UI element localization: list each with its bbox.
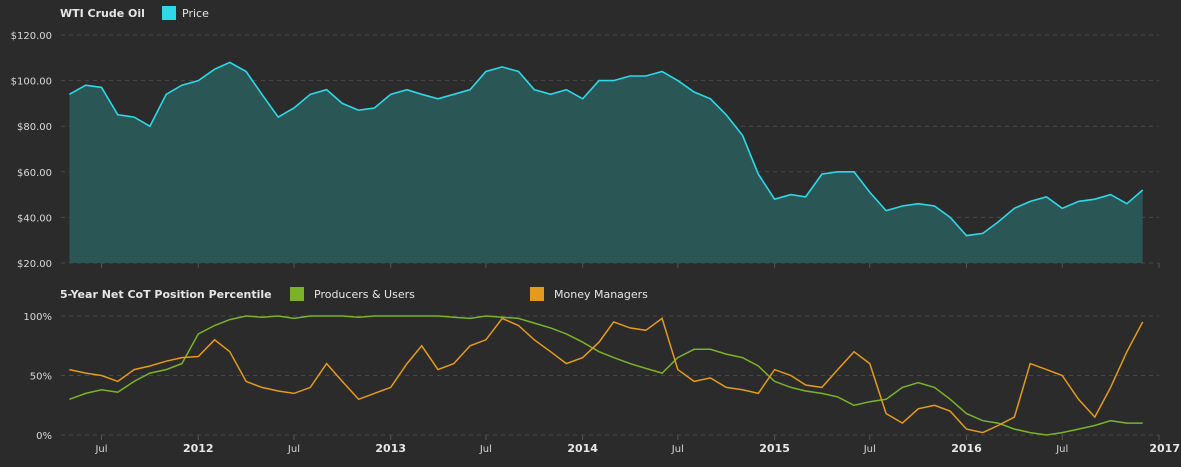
price-y-tick-label: $120.00 [11, 31, 52, 42]
price-y-tick-label: $100.00 [11, 77, 52, 88]
x-tick-label: 2017 [1149, 442, 1180, 455]
x-tick-label: Jul [671, 444, 684, 455]
cot-chart-title: 5-Year Net CoT Position Percentile [60, 288, 272, 301]
managers-legend-label[interactable]: Money Managers [554, 288, 648, 301]
price-legend-swatch[interactable] [162, 6, 176, 20]
cot-y-tick-label: 50% [30, 372, 52, 383]
price-y-axis: $20.00 $40.00 $60.00 $80.00 $100.00 $120.00 [11, 31, 52, 270]
price-chart-title: WTI Crude Oil [60, 7, 145, 20]
producers-legend-swatch[interactable] [290, 287, 304, 301]
cot-y-tick-label: 0% [36, 431, 52, 442]
price-y-tick-label: $20.00 [17, 259, 52, 270]
x-tick-label: 2012 [183, 442, 214, 455]
price-area [69, 62, 1143, 264]
x-tick-label: 2014 [567, 442, 598, 455]
x-axis: Jul 2012 Jul 2013 Jul 2014 Jul 2015 Jul 2016 Jul 20… [94, 263, 1180, 455]
x-tick-label: Jul [479, 444, 492, 455]
managers-line[interactable] [69, 317, 1144, 434]
x-tick-label: Jul [94, 444, 107, 455]
x-tick-label: 2015 [759, 442, 790, 455]
x-tick-label: Jul [287, 444, 300, 455]
x-tick-label: 2013 [375, 442, 406, 455]
price-y-tick-label: $80.00 [17, 122, 52, 133]
price-legend-label[interactable]: Price [182, 7, 209, 20]
price-y-tick-label: $60.00 [17, 168, 52, 179]
producers-line[interactable] [69, 315, 1143, 436]
managers-legend-swatch[interactable] [530, 287, 544, 301]
producers-legend-label[interactable]: Producers & Users [314, 288, 415, 301]
cot-gridlines [61, 315, 1159, 436]
x-tick-label: 2016 [951, 442, 982, 455]
price-y-tick-label: $40.00 [17, 213, 52, 224]
x-tick-label: Jul [863, 444, 876, 455]
x-tick-label: Jul [1055, 444, 1068, 455]
cot-y-tick-label: 100% [23, 312, 52, 323]
price-line[interactable] [69, 61, 1144, 237]
cot-y-axis: 0% 50% 100% [23, 312, 52, 442]
